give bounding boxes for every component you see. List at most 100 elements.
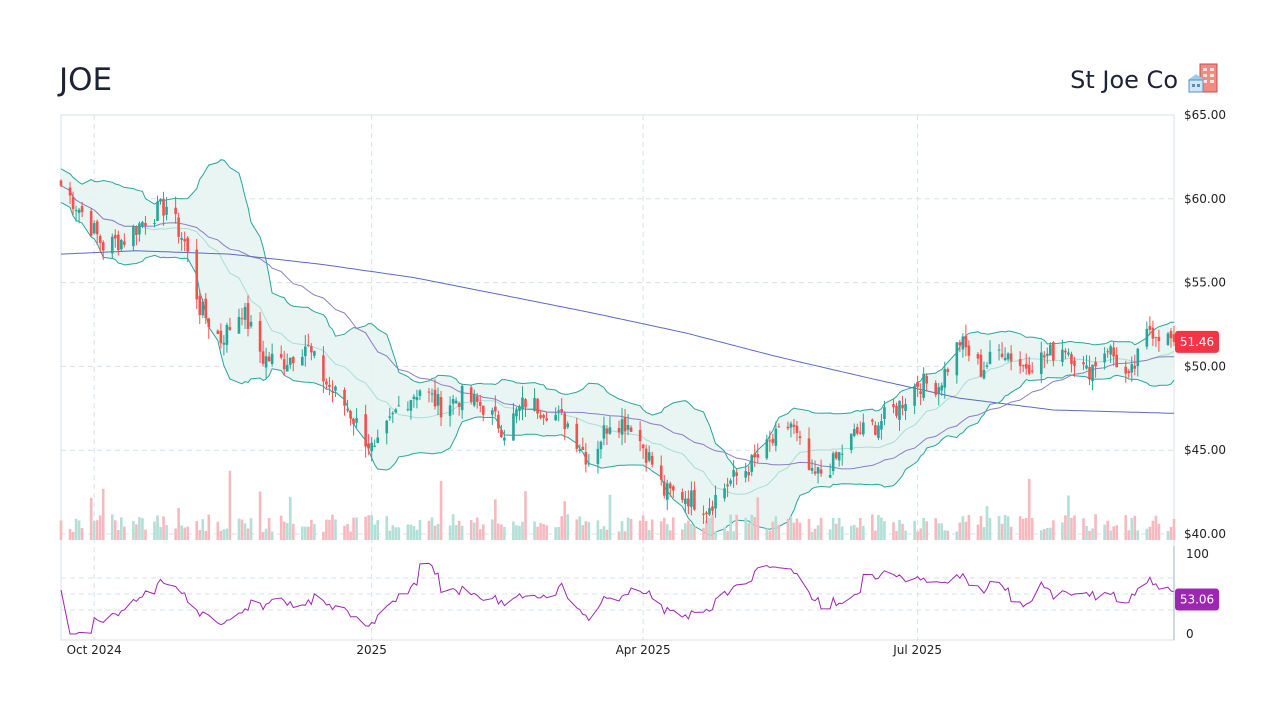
candle-body bbox=[702, 513, 705, 515]
candle-body bbox=[599, 441, 603, 450]
price-tick-label: $45.00 bbox=[1184, 443, 1226, 457]
candle-body bbox=[1039, 352, 1043, 374]
candle-body bbox=[237, 316, 241, 334]
candle-body bbox=[997, 349, 1001, 351]
time-tick-label: 2025 bbox=[356, 643, 387, 657]
volume-bar bbox=[469, 519, 473, 540]
candle-body bbox=[1070, 354, 1073, 365]
candle-body bbox=[1127, 371, 1131, 374]
candle-body bbox=[1148, 326, 1152, 330]
volume-bar bbox=[162, 516, 165, 540]
candle-body bbox=[690, 490, 693, 507]
candle-body bbox=[732, 470, 735, 477]
candle-body bbox=[961, 336, 965, 350]
volume-bar bbox=[671, 517, 675, 540]
volume-bar bbox=[789, 516, 793, 540]
volume-bar bbox=[457, 520, 461, 540]
volume-bar bbox=[849, 525, 853, 540]
candle-body bbox=[500, 429, 503, 438]
volume-bar bbox=[500, 524, 503, 540]
candle-body bbox=[415, 397, 419, 401]
candle-body bbox=[183, 239, 186, 242]
candle-body bbox=[225, 325, 229, 345]
volume-bar bbox=[518, 525, 521, 540]
volume-bar bbox=[1042, 529, 1046, 540]
moving-average-long bbox=[60, 250, 1175, 414]
volume-bar bbox=[120, 517, 123, 540]
volume-bar bbox=[816, 525, 820, 540]
volume-bar bbox=[436, 523, 440, 540]
volume-bar bbox=[904, 530, 907, 540]
candle-body bbox=[141, 222, 144, 227]
volume-bar bbox=[1006, 516, 1010, 540]
volume-bar bbox=[798, 522, 802, 540]
candle-body bbox=[937, 387, 941, 394]
volume-bar bbox=[831, 517, 835, 540]
volume-bar bbox=[813, 528, 817, 540]
candle-body bbox=[165, 206, 168, 215]
volume-bar bbox=[982, 527, 986, 540]
candle-body bbox=[777, 426, 781, 428]
candle-body bbox=[346, 409, 349, 411]
volume-bar bbox=[837, 518, 841, 540]
candle-body bbox=[789, 423, 793, 428]
candle-body bbox=[536, 398, 539, 414]
volume-bar bbox=[587, 522, 591, 540]
volume-bar bbox=[862, 525, 865, 540]
office-building-icon bbox=[1186, 62, 1220, 98]
candle-body bbox=[258, 320, 262, 352]
volume-bar bbox=[138, 517, 141, 540]
candle-body bbox=[1082, 362, 1085, 365]
candle-body bbox=[753, 453, 757, 458]
volume-bar bbox=[1145, 528, 1149, 540]
candle-body bbox=[454, 400, 458, 404]
candle-body bbox=[1046, 353, 1049, 356]
volume-bar bbox=[557, 526, 560, 540]
volume-bar bbox=[714, 531, 717, 540]
candle-body bbox=[955, 342, 959, 376]
volume-bar bbox=[325, 519, 328, 540]
volume-bar bbox=[394, 527, 398, 540]
candle-body bbox=[80, 206, 84, 213]
candle-body bbox=[1067, 352, 1070, 355]
volume-bar bbox=[979, 515, 983, 540]
candle-body bbox=[156, 201, 159, 221]
volume-bar bbox=[919, 528, 922, 540]
volume-bar bbox=[101, 488, 105, 540]
volume-bar bbox=[1166, 531, 1170, 540]
candle-body bbox=[77, 209, 81, 213]
candle-body bbox=[852, 428, 856, 436]
candle-body bbox=[451, 399, 455, 404]
candle-body bbox=[285, 364, 289, 372]
volume-bar bbox=[141, 518, 144, 540]
volume-bar bbox=[705, 520, 708, 540]
candle-body bbox=[89, 211, 93, 236]
volume-bar bbox=[967, 515, 971, 540]
candle-body bbox=[877, 425, 880, 438]
candle-body bbox=[1049, 344, 1052, 356]
volume-bar bbox=[877, 514, 880, 540]
volume-bar bbox=[901, 523, 904, 540]
volume-bar bbox=[946, 530, 950, 540]
volume-bar bbox=[279, 515, 283, 540]
candle-body bbox=[228, 327, 232, 330]
candle-body bbox=[554, 414, 557, 421]
candle-body bbox=[575, 423, 579, 449]
volume-bar bbox=[1000, 523, 1004, 540]
volume-bar bbox=[409, 524, 413, 540]
bollinger-lower bbox=[60, 201, 1175, 536]
volume-bar bbox=[364, 516, 367, 540]
rsi-tick-label: 100 bbox=[1186, 547, 1209, 561]
candle-body bbox=[98, 236, 102, 243]
candle-body bbox=[219, 330, 223, 344]
candle-body bbox=[412, 396, 416, 399]
volume-bar bbox=[922, 517, 925, 540]
candle-body bbox=[300, 356, 304, 366]
candle-body bbox=[659, 465, 663, 480]
candle-body bbox=[723, 488, 726, 499]
volume-bar bbox=[584, 521, 588, 540]
candle-body bbox=[587, 463, 591, 465]
candle-body bbox=[985, 365, 989, 367]
volume-bar bbox=[747, 523, 751, 540]
bollinger-band bbox=[60, 159, 1175, 536]
